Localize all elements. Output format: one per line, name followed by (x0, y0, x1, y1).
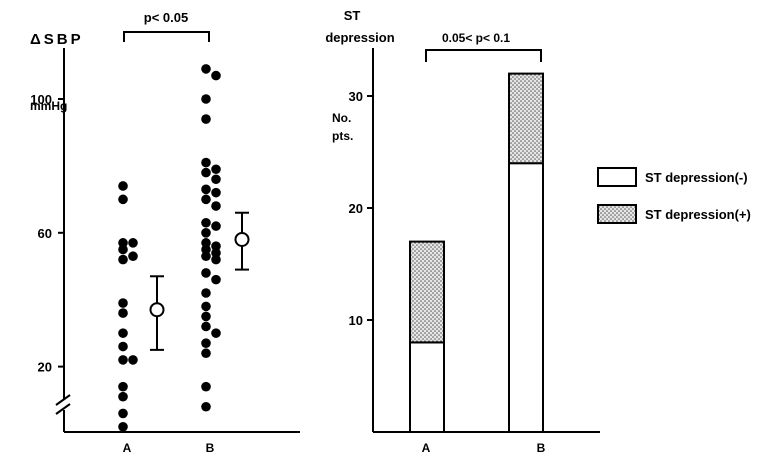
right-bars (409, 72, 544, 433)
data-point (118, 355, 128, 365)
right-y-tick-label: 10 (349, 313, 363, 328)
data-point (211, 274, 221, 285)
data-point (201, 228, 211, 238)
mean-point (234, 231, 250, 247)
left-y-tick-label: 20 (38, 360, 52, 375)
right-x-tick-A: A (422, 441, 431, 454)
legend-label-pos: ST depression(+) (645, 207, 751, 222)
left-x-tick-A: A (123, 441, 132, 454)
data-point (118, 238, 128, 248)
legend: ST depression(-) ST depression(+) (597, 167, 751, 224)
right-y-tick-label: 20 (349, 201, 363, 216)
data-point (118, 422, 128, 432)
data-point (118, 181, 128, 191)
data-point (201, 114, 211, 124)
data-point (201, 268, 211, 278)
data-point (118, 381, 128, 392)
data-point (201, 338, 211, 348)
data-point (118, 298, 128, 308)
data-point (211, 248, 221, 258)
left-means (149, 211, 250, 351)
data-point (118, 341, 128, 352)
data-point (211, 254, 221, 265)
left-x-tick-B: B (206, 441, 215, 454)
data-point (201, 94, 211, 104)
right-significance-bracket (425, 49, 542, 62)
data-point (201, 381, 211, 392)
data-point (201, 167, 211, 178)
data-point (211, 164, 221, 175)
left-y-ticks: 20 60 100 (30, 92, 64, 375)
data-point (201, 288, 211, 298)
data-point (118, 391, 128, 402)
data-point (128, 238, 138, 248)
axis-break-mark-1 (55, 394, 71, 406)
right-title-line1: ST (344, 8, 361, 23)
data-point (211, 187, 221, 198)
data-point (211, 70, 221, 81)
data-point (201, 64, 211, 74)
right-ylabel-line1: No. (332, 111, 351, 125)
legend-label-neg: ST depression(-) (645, 170, 748, 185)
data-point (201, 217, 211, 228)
data-point (201, 157, 211, 168)
legend-swatch-pos (597, 204, 637, 224)
data-point (128, 355, 138, 365)
data-point (201, 238, 211, 248)
data-point (118, 254, 128, 265)
data-point (118, 328, 128, 338)
data-point (201, 348, 211, 359)
data-point (201, 321, 211, 332)
data-point (201, 301, 211, 312)
left-y-tick-label: 100 (30, 92, 52, 107)
data-point (211, 241, 221, 251)
right-x-tick-B: B (537, 441, 546, 454)
legend-swatch-neg (597, 167, 637, 187)
data-point (201, 184, 211, 195)
left-significance-label: p< 0.05 (144, 10, 188, 25)
left-panel: ΔSBP 20 60 100 mmHg A B p< 0.05 (30, 10, 300, 454)
data-point (118, 308, 128, 318)
right-panel: ST depression 10 20 30 No. pts. A B 0.05< … (325, 8, 751, 454)
data-point (201, 251, 211, 262)
left-significance-bracket (123, 31, 210, 42)
data-point (201, 401, 211, 412)
axis-break-mark-2 (55, 403, 71, 415)
data-point (118, 244, 128, 255)
data-point (211, 174, 221, 185)
mean-point (149, 302, 165, 318)
data-point (211, 221, 221, 231)
left-y-tick-label: 60 (38, 226, 52, 241)
bar-segment-st-neg (508, 162, 544, 433)
bar-segment-st-pos (409, 240, 445, 344)
data-point (118, 408, 128, 419)
bar-segment-st-neg (409, 341, 445, 433)
data-point (211, 328, 221, 338)
right-y-ticks: 10 20 30 (349, 89, 373, 328)
right-y-tick-label: 30 (349, 89, 363, 104)
data-point (211, 201, 221, 211)
left-y-unit: mmHg (30, 99, 67, 113)
right-title-line2: depression (325, 30, 394, 45)
left-ylabel: ΔSBP (30, 31, 84, 48)
right-ylabel-line2: pts. (332, 129, 353, 143)
data-point (201, 194, 211, 205)
data-point (128, 251, 138, 262)
left-dots (118, 64, 221, 432)
data-point (201, 311, 211, 322)
data-point (118, 194, 128, 205)
right-significance-label: 0.05< p< 0.1 (442, 31, 510, 45)
data-point (201, 244, 211, 255)
bar-segment-st-pos (508, 72, 544, 165)
